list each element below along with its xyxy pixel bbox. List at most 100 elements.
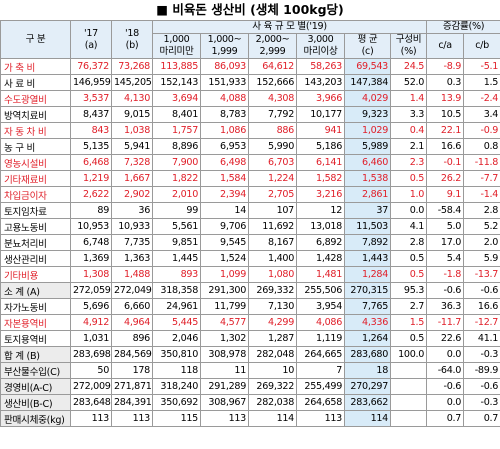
cell: 269,332 — [248, 282, 297, 299]
cell: 50 — [70, 362, 112, 379]
cell: 151,933 — [200, 74, 249, 91]
title: ■ 비육돈 생산비 (생체 100kg당) — [156, 2, 344, 17]
cell: 4,912 — [70, 314, 112, 331]
cell: 115 — [152, 410, 201, 427]
cell: 843 — [70, 122, 112, 139]
cell: 264,665 — [296, 346, 345, 363]
cell: 95.3 — [389, 282, 428, 299]
cell: 284,391 — [111, 394, 153, 411]
header-size: 2,000~ 2,999 — [248, 33, 297, 59]
cell: 13,018 — [296, 218, 345, 235]
header-2017: '17 (a) — [70, 20, 112, 59]
header-size: 1,000~ 1,999 — [200, 33, 249, 59]
cell: 5.2 — [463, 218, 500, 235]
row-label: 자가노동비 — [0, 298, 71, 315]
cell: 10,953 — [70, 218, 112, 235]
cell: 0.0 — [426, 346, 465, 363]
cell: 113,885 — [152, 58, 201, 75]
cell: 5,990 — [248, 138, 297, 155]
cell: 291,300 — [200, 282, 249, 299]
cell: 886 — [248, 122, 297, 139]
cell: 36 — [111, 202, 153, 219]
cell: 1,038 — [111, 122, 153, 139]
cell: 0.7 — [426, 410, 465, 427]
table-row: 판매시체중(kg) 113 113 115 113 114 113 114 0.7 0.7 — [0, 410, 500, 427]
cell: 26.2 — [426, 170, 465, 187]
cell: 7,765 — [344, 298, 391, 315]
cell: 5,696 — [70, 298, 112, 315]
header-share: 구성비 (%) — [389, 33, 428, 59]
cell: 1,363 — [111, 250, 153, 267]
row-label: 방역치료비 — [0, 106, 71, 123]
cell: 2,705 — [248, 186, 297, 203]
cell: 36.3 — [426, 298, 465, 315]
cell: 8,167 — [248, 234, 297, 251]
cell: 3,537 — [70, 90, 112, 107]
cell: 0.5 — [389, 250, 428, 267]
row-label: 기타재료비 — [0, 170, 71, 187]
cell: 118 — [152, 362, 201, 379]
cell: 1,302 — [200, 330, 249, 347]
cell: 1,443 — [344, 250, 391, 267]
cell: -0.3 — [463, 346, 500, 363]
cell: -8.9 — [426, 58, 465, 75]
cell: 69,543 — [344, 58, 391, 75]
row-label: 고용노동비 — [0, 218, 71, 235]
cell: 5.0 — [426, 218, 465, 235]
cell: 145,205 — [111, 74, 153, 91]
cell: 5,445 — [152, 314, 201, 331]
table-row: 차입금이자 2,622 2,902 2,010 2,394 2,705 3,216 2,861… — [0, 186, 500, 203]
cell: 272,009 — [70, 378, 112, 395]
row-label: 사 료 비 — [0, 74, 71, 91]
row-label: 판매시체중(kg) — [0, 410, 71, 427]
row-label: 토지임차료 — [0, 202, 71, 219]
cell: 52.0 — [389, 74, 428, 91]
cell: 24,961 — [152, 298, 201, 315]
row-label: 수도광열비 — [0, 90, 71, 107]
cell: 1,369 — [70, 250, 112, 267]
cell: 37 — [344, 202, 391, 219]
table-row: 기타재료비 1,219 1,667 1,822 1,584 1,224 1,582 1,538… — [0, 170, 500, 187]
cell: 6,498 — [200, 154, 249, 171]
cell: 114 — [344, 410, 391, 427]
cell: 283,680 — [344, 346, 391, 363]
cell: 1,308 — [70, 266, 112, 283]
cell: 113 — [296, 410, 345, 427]
cell: 1,219 — [70, 170, 112, 187]
cell: 4,088 — [200, 90, 249, 107]
cell: -7.7 — [463, 170, 500, 187]
cell: -0.3 — [463, 394, 500, 411]
cell: 1,445 — [152, 250, 201, 267]
table-row: 기타비용 1,308 1,488 893 1,099 1,080 1,481 1,284 0.5… — [0, 266, 500, 283]
cell: 4,086 — [296, 314, 345, 331]
cell: 1,031 — [70, 330, 112, 347]
cell: 282,038 — [248, 394, 297, 411]
table-row: 생산관리비 1,369 1,363 1,445 1,524 1,400 1,428 1,443… — [0, 250, 500, 267]
cell: 113 — [70, 410, 112, 427]
cell: 3,694 — [152, 90, 201, 107]
row-label: 영농시설비 — [0, 154, 71, 171]
cell: 147,384 — [344, 74, 391, 91]
cell: 10,177 — [296, 106, 345, 123]
cell: 350,810 — [152, 346, 201, 363]
cell: 5,561 — [152, 218, 201, 235]
cell: 2.7 — [389, 298, 428, 315]
cell: 318,358 — [152, 282, 201, 299]
row-label: 생산관리비 — [0, 250, 71, 267]
cell: -1.8 — [426, 266, 465, 283]
cell: 7,130 — [248, 298, 297, 315]
cell: -11.8 — [463, 154, 500, 171]
cell: 86,093 — [200, 58, 249, 75]
row-label: 부산물수입(C) — [0, 362, 71, 379]
header-2018: '18 (b) — [111, 20, 153, 59]
cell — [389, 410, 428, 427]
cell: 0.3 — [426, 74, 465, 91]
header-size: 1,000 마리미만 — [152, 33, 201, 59]
cell: 5,989 — [344, 138, 391, 155]
cell: 9,323 — [344, 106, 391, 123]
table-row: 수도광열비 3,537 4,130 3,694 4,088 4,308 3,966 4,029… — [0, 90, 500, 107]
cell: 89 — [70, 202, 112, 219]
cell — [389, 362, 428, 379]
cell: 2.8 — [389, 234, 428, 251]
table-row: 경영비(A-C) 272,009 271,871 318,240 291,289 269,… — [0, 378, 500, 395]
